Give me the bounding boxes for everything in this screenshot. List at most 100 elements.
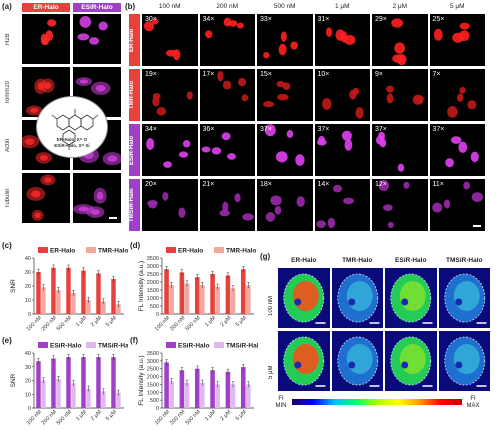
x-tick-label: 500 nM xyxy=(56,315,74,333)
panel-b-column-header: 500 nM xyxy=(273,3,296,10)
legend-swatch xyxy=(214,342,224,348)
panel-a-image-cell xyxy=(73,14,121,64)
panel-b-image-cell: 21× xyxy=(199,179,255,231)
panel-b-column-header: 1 μM xyxy=(334,3,350,10)
y-tick-label: 2500 xyxy=(147,367,159,373)
x-tick-label: 200 nM xyxy=(41,409,59,427)
y-tick-label: 0 xyxy=(156,406,159,412)
x-tick-label: 500 nM xyxy=(185,409,203,427)
panel-a-row-h2b: H2B xyxy=(5,33,11,45)
legend-swatch xyxy=(166,247,176,253)
bar xyxy=(66,357,71,408)
panel-b-column-header: 100 nM xyxy=(158,3,181,10)
bar xyxy=(200,382,205,408)
legend-label: ER-Halo xyxy=(178,248,203,255)
bar xyxy=(86,388,91,408)
panel-b-image-cell: 19× xyxy=(142,69,198,121)
legend-swatch xyxy=(166,342,176,348)
bar xyxy=(240,367,246,408)
signal-ratio-label: 25× xyxy=(432,16,445,23)
signal-ratio-label: 10× xyxy=(317,71,330,78)
bar xyxy=(230,384,236,408)
signal-ratio-label: 15× xyxy=(260,71,272,78)
panel-a-header-esir: ESiR-Halo xyxy=(73,3,121,12)
panel-b-column-header: 2 μM xyxy=(392,3,408,10)
panel-g-heatmap-cell xyxy=(438,268,490,328)
signal-ratio-label: 37× xyxy=(260,126,272,133)
signal-ratio-label: 12× xyxy=(375,181,387,188)
bar xyxy=(164,269,169,314)
y-tick-label: 3000 xyxy=(147,264,159,270)
bar xyxy=(51,267,56,314)
colorbar-left-top: FI xyxy=(278,396,284,402)
x-tick-label: 5 μM xyxy=(105,315,118,328)
signal-ratio-label: 19× xyxy=(145,71,157,78)
bar xyxy=(41,287,46,314)
panel-a-image-cell xyxy=(22,14,70,64)
legend-label: TMR-Halo xyxy=(226,248,256,255)
legend-label: ER-Halo xyxy=(50,248,75,255)
panel-b-label: (b) xyxy=(125,2,136,11)
y-tick-label: 1000 xyxy=(147,390,159,396)
bar xyxy=(81,357,86,408)
panel-b-image-cell: 20× xyxy=(142,179,198,231)
panel-b-row-label: ESiR-Halo xyxy=(129,124,140,176)
bar xyxy=(179,370,185,408)
panel-a-label: (a) xyxy=(2,2,12,11)
bar xyxy=(96,273,101,314)
bar xyxy=(194,277,200,314)
panel-e-label: (e) xyxy=(2,336,12,345)
chemical-structure-icon xyxy=(51,109,99,150)
x-tick-label: 2 μM xyxy=(219,409,232,422)
signal-ratio-label: 37× xyxy=(432,126,445,133)
bar xyxy=(56,379,61,408)
bar xyxy=(215,384,220,408)
x-tick-label: 5 μM xyxy=(235,315,248,328)
y-tick-label: 3000 xyxy=(147,359,159,365)
bar xyxy=(240,269,246,314)
panel-g-heatmap-cell xyxy=(278,268,330,328)
panel-b-image-cell: 37× xyxy=(429,124,485,176)
y-tick-label: 40 xyxy=(25,256,31,262)
x-tick-label: 2 μM xyxy=(219,315,232,328)
y-tick-label: 2500 xyxy=(147,272,159,278)
bar xyxy=(66,267,71,314)
scale-bar xyxy=(473,225,481,227)
y-axis-label: FL Intensity (a.u.) xyxy=(138,261,145,311)
panel-b-image-cell: 12× xyxy=(372,179,428,231)
x-tick-label: 1 μM xyxy=(75,409,88,422)
signal-ratio-label: 7× xyxy=(432,71,441,78)
panel-b-image-cell: 9× xyxy=(372,69,428,121)
x-tick-label: 5 μM xyxy=(105,409,118,422)
panel-b-image-cell: 34× xyxy=(199,14,255,66)
y-tick-label: 500 xyxy=(150,304,159,310)
legend-label: TMSiR-Halo xyxy=(98,343,128,350)
panel-a-row-tomm20: Tomm20 xyxy=(5,80,11,104)
panel-g-heatmap-cell xyxy=(278,331,330,391)
y-tick-label: 2000 xyxy=(147,375,159,381)
legend-label: TMR-Halo xyxy=(98,248,128,255)
y-tick-label: 1000 xyxy=(147,296,159,302)
structure-label-er: ER-Halo, X= O xyxy=(56,137,88,142)
panel-g-label: (g) xyxy=(260,252,271,261)
panel-b-row-label: TMR-Halo xyxy=(129,69,140,121)
legend-label: ESiR-Halo xyxy=(50,343,81,350)
y-tick-label: 3500 xyxy=(147,256,159,262)
legend-swatch xyxy=(86,342,96,348)
signal-ratio-label: 20× xyxy=(145,181,157,188)
y-tick-label: 20 xyxy=(25,379,31,385)
colorbar-left-bottom: MIN xyxy=(275,403,287,409)
bar xyxy=(169,285,174,314)
panel-a-image-cell xyxy=(22,173,70,223)
y-axis-label: FL Intensity (a.u.) xyxy=(138,355,145,405)
bar xyxy=(96,357,101,408)
y-tick-label: 20 xyxy=(25,284,31,290)
y-tick-label: 2000 xyxy=(147,280,159,286)
signal-ratio-label: 34× xyxy=(145,126,157,133)
x-tick-label: 5 μM xyxy=(235,409,248,422)
bar xyxy=(179,272,185,314)
bar xyxy=(101,391,106,408)
signal-ratio-label: 21× xyxy=(202,181,215,188)
signal-ratio-label: 9× xyxy=(375,71,383,78)
